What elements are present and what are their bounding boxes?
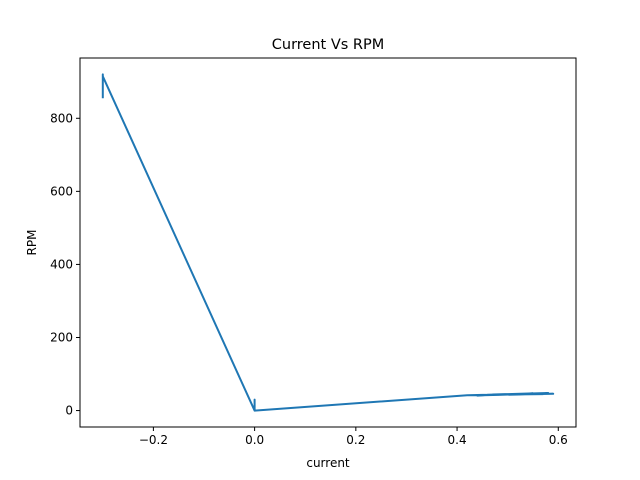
- y-tick-label: 200: [50, 330, 73, 344]
- plot-frame: [79, 57, 577, 428]
- y-axis-label: RPM: [25, 230, 39, 256]
- chart-title: Current Vs RPM: [272, 37, 384, 53]
- y-tick-label: 400: [50, 257, 73, 271]
- y-axis-ticks: 0 200 400 600 800: [50, 111, 80, 418]
- series-group: [101, 73, 555, 412]
- x-axis-label: current: [306, 456, 350, 470]
- x-tick-label: 0.2: [346, 433, 365, 447]
- y-tick-label: 800: [50, 111, 73, 125]
- series-line: [101, 73, 555, 412]
- x-tick-label: 0.0: [245, 433, 264, 447]
- x-axis-ticks: −0.2 0.0 0.2 0.4 0.6: [139, 427, 568, 447]
- y-tick-label: 0: [65, 404, 73, 418]
- x-tick-label: 0.4: [448, 433, 467, 447]
- x-tick-label: −0.2: [139, 433, 168, 447]
- x-tick-label: 0.6: [549, 433, 568, 447]
- y-tick-label: 600: [50, 184, 73, 198]
